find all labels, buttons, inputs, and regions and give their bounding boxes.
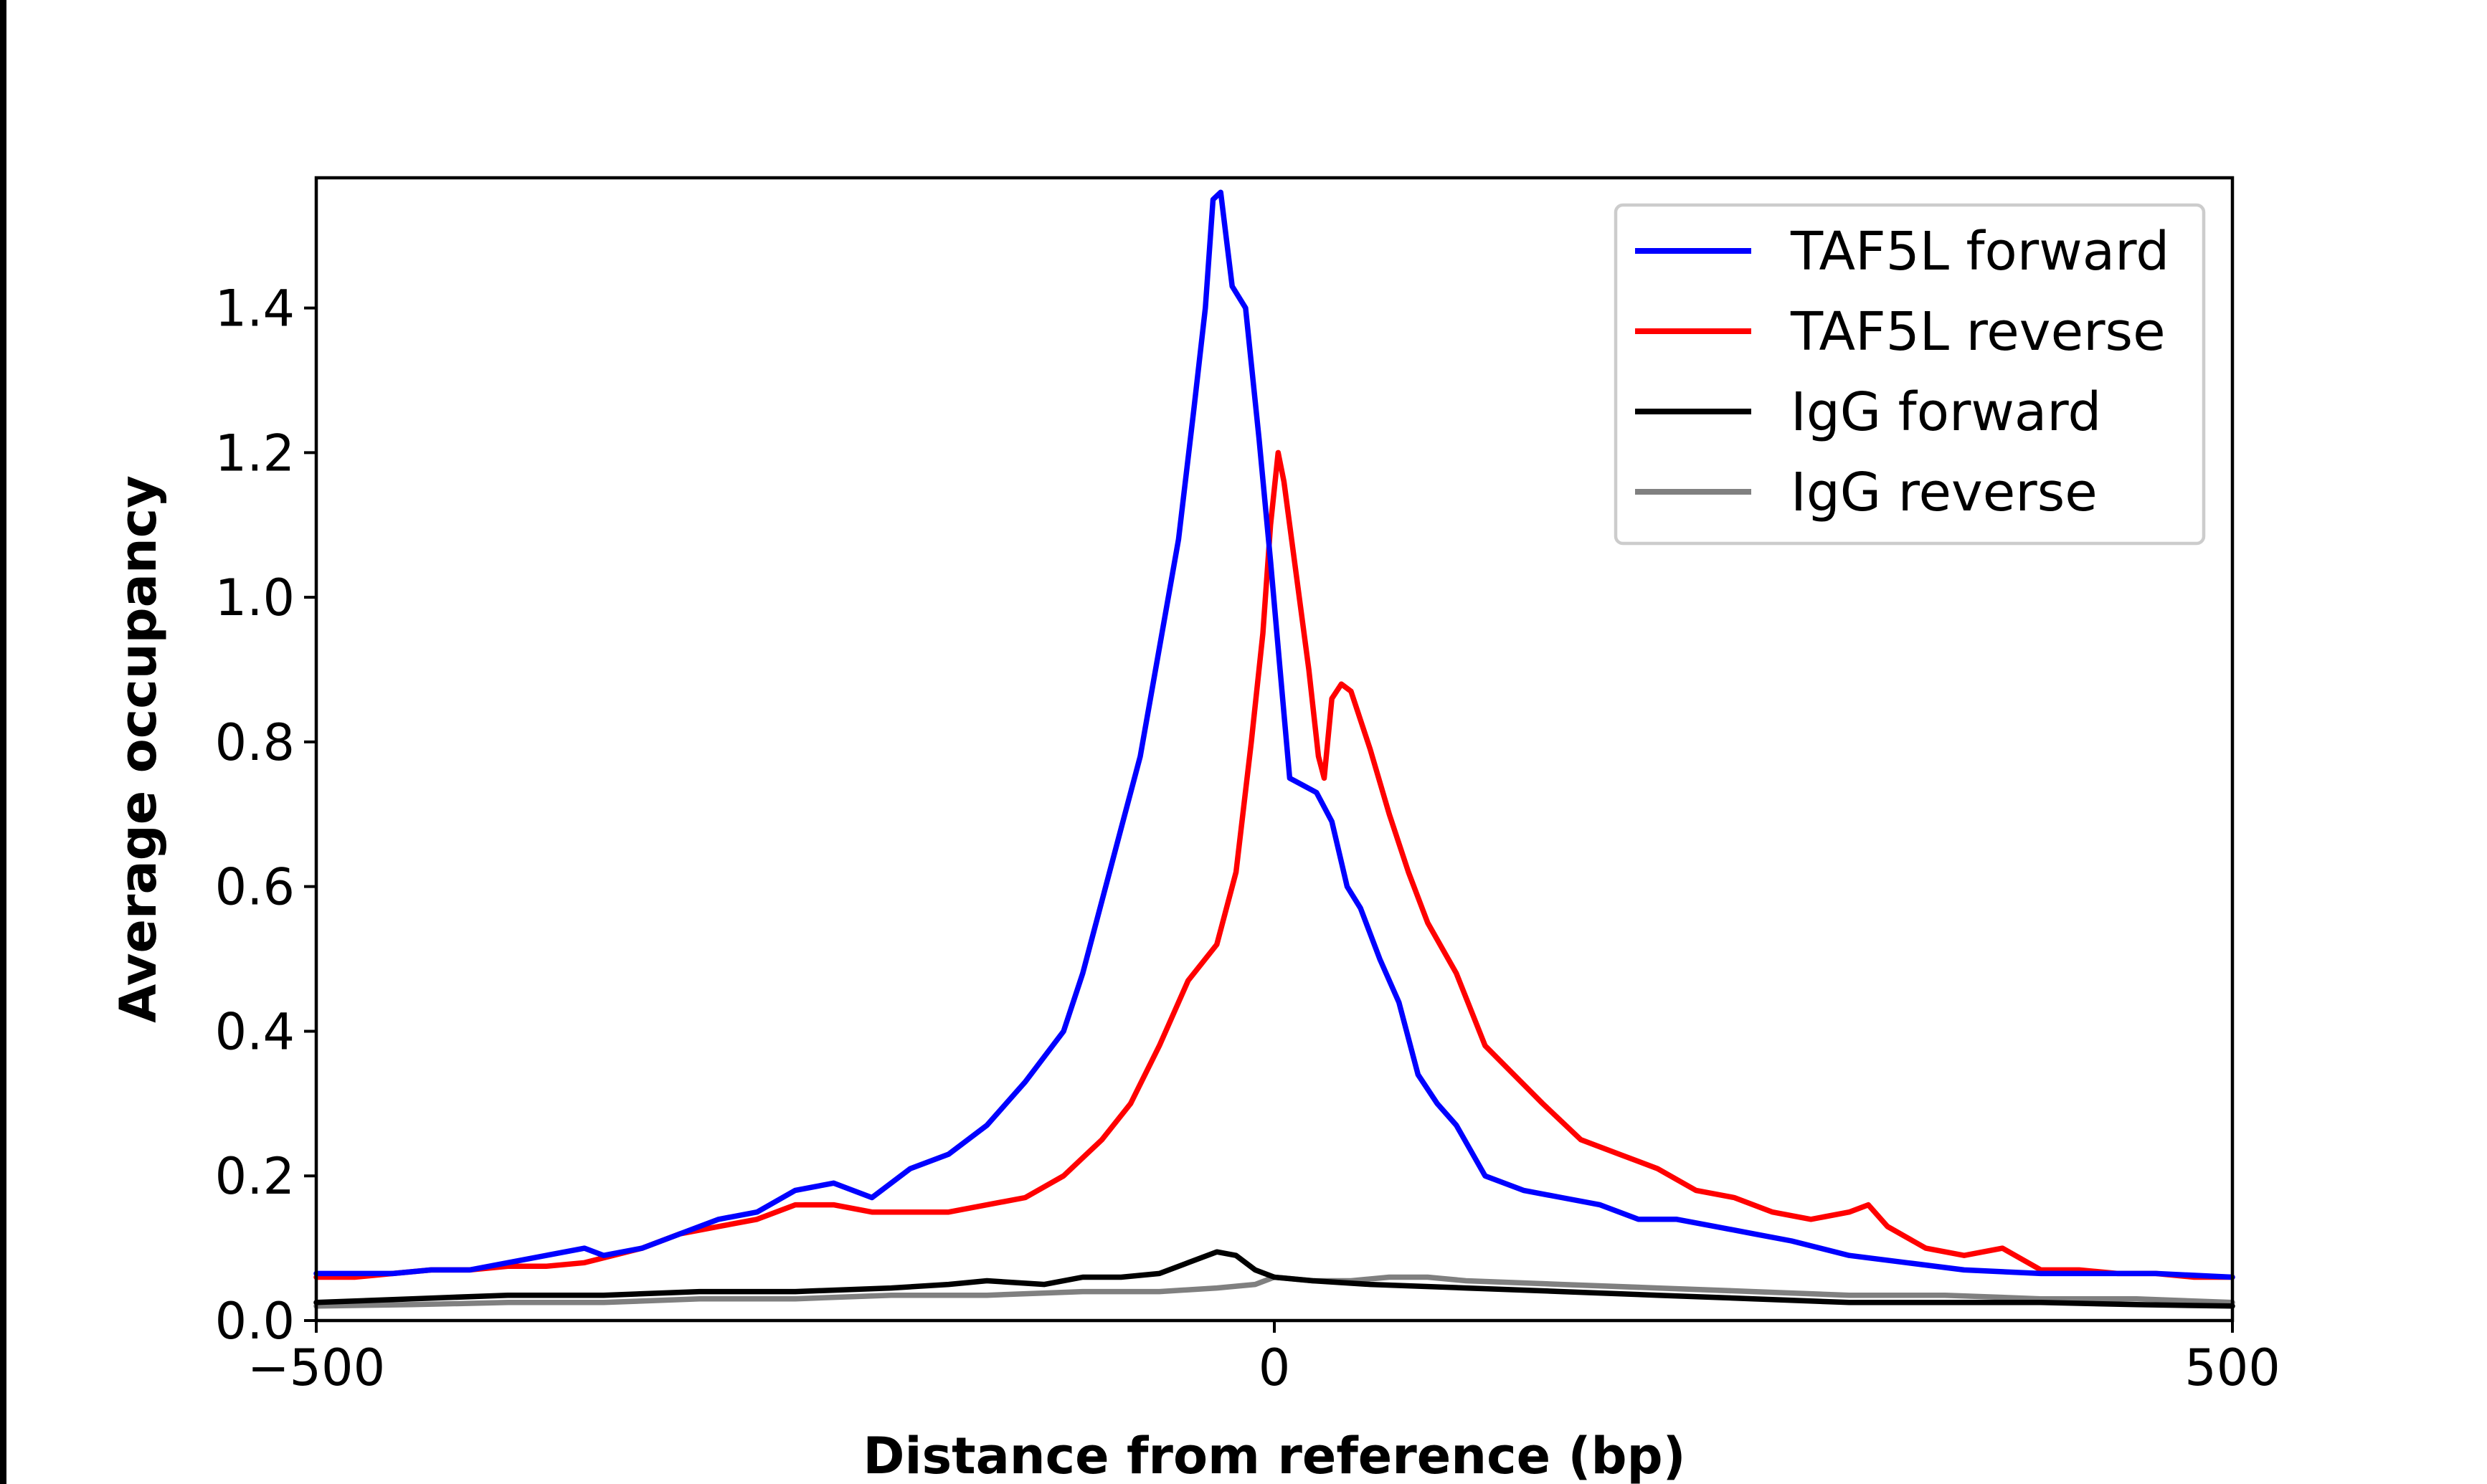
series-layer [313, 189, 2235, 1309]
x-tick-label: −500 [247, 1338, 385, 1397]
legend-box [1614, 203, 2206, 546]
series-line-taf5l-reverse [313, 450, 2235, 1280]
x-tick-label: 0 [1259, 1338, 1291, 1397]
series-line-igg-forward [313, 1249, 2235, 1309]
y-axis-label: Average occupancy [109, 475, 168, 1023]
ticks-layer: −500 0 500 0.0 0.2 0.4 0.6 0.8 1.0 1.2 1.4 [215, 280, 2280, 1397]
y-tick-label: 1.2 [215, 424, 295, 482]
series-line-taf5l-forward [313, 189, 2235, 1280]
y-tick-label: 1.0 [215, 569, 295, 627]
left-edge-bar [0, 0, 6, 1484]
y-tick-label: 0.4 [215, 1002, 295, 1061]
legend-label: TAF5L forward [1790, 221, 2169, 282]
y-tick-label: 0.0 [215, 1292, 295, 1351]
y-tick-label: 1.4 [215, 280, 295, 338]
y-tick-label: 0.8 [215, 713, 295, 772]
x-tick-label: 500 [2184, 1338, 2280, 1397]
legend-label: TAF5L reverse [1790, 301, 2166, 363]
y-tick-label: 0.6 [215, 858, 295, 917]
legend-label: IgG reverse [1791, 462, 2098, 523]
legend-label: IgG forward [1791, 381, 2101, 443]
x-axis-label: Distance from reference (bp) [863, 1427, 1685, 1484]
legend: TAF5L forward TAF5L reverse IgG forward IgG… [1614, 203, 2206, 546]
y-tick-label: 0.2 [215, 1147, 295, 1206]
